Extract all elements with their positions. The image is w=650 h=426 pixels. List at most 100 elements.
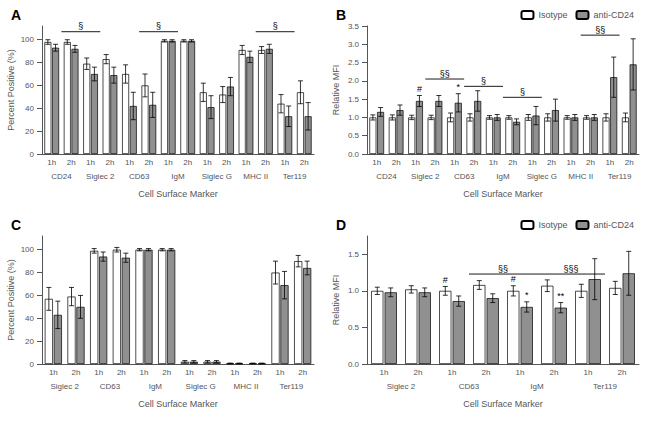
svg-text:2h: 2h <box>482 368 491 377</box>
svg-text:2h: 2h <box>392 158 401 167</box>
svg-text:Percent Positive (%): Percent Positive (%) <box>6 49 16 131</box>
svg-text:CD63: CD63 <box>129 172 150 181</box>
svg-text:Cell Surface Marker: Cell Surface Marker <box>463 189 543 199</box>
svg-text:§§§: §§§ <box>563 264 578 274</box>
svg-text:Cell Surface Marker: Cell Surface Marker <box>463 399 543 409</box>
svg-text:1h: 1h <box>516 368 525 377</box>
svg-text:Siglec 2: Siglec 2 <box>86 172 115 181</box>
svg-text:§: § <box>481 76 486 86</box>
svg-text:1h: 1h <box>605 158 614 167</box>
svg-text:MHC II: MHC II <box>234 382 259 391</box>
svg-text:2h: 2h <box>298 368 307 377</box>
svg-text:0.0: 0.0 <box>348 150 360 159</box>
svg-text:1h: 1h <box>489 158 498 167</box>
svg-text:1.5: 1.5 <box>348 250 360 259</box>
svg-text:3.0: 3.0 <box>348 40 360 49</box>
svg-text:40: 40 <box>25 314 34 323</box>
svg-text:3.5: 3.5 <box>348 22 360 31</box>
svg-text:0.0: 0.0 <box>348 360 360 369</box>
svg-text:Ter119: Ter119 <box>283 172 307 181</box>
svg-text:1h: 1h <box>125 158 134 167</box>
svg-text:1h: 1h <box>280 158 289 167</box>
svg-text:1h: 1h <box>94 368 103 377</box>
svg-text:1h: 1h <box>450 158 459 167</box>
svg-text:IgM: IgM <box>496 172 510 181</box>
svg-text:80: 80 <box>25 268 34 277</box>
svg-text:60: 60 <box>25 81 34 90</box>
svg-text:100: 100 <box>21 35 35 44</box>
svg-text:anti-CD24: anti-CD24 <box>593 220 634 230</box>
svg-text:#: # <box>443 275 448 285</box>
svg-text:D: D <box>336 217 346 233</box>
svg-text:2h: 2h <box>550 368 559 377</box>
svg-text:1h: 1h <box>276 368 285 377</box>
svg-text:*: * <box>457 82 461 92</box>
svg-text:Siglec 2: Siglec 2 <box>50 382 79 391</box>
svg-text:1h: 1h <box>47 158 56 167</box>
svg-text:Siglec G: Siglec G <box>186 382 216 391</box>
svg-text:1.5: 1.5 <box>348 95 360 104</box>
svg-text:1h: 1h <box>411 158 420 167</box>
svg-text:2h: 2h <box>208 368 217 377</box>
svg-text:2h: 2h <box>67 158 76 167</box>
svg-text:B: B <box>336 7 346 23</box>
svg-text:80: 80 <box>25 58 34 67</box>
svg-text:Siglec 2: Siglec 2 <box>411 172 440 181</box>
svg-text:1h: 1h <box>528 158 537 167</box>
svg-text:Cell Surface Marker: Cell Surface Marker <box>138 399 218 409</box>
svg-text:2h: 2h <box>117 368 126 377</box>
svg-text:1.0: 1.0 <box>348 113 360 122</box>
svg-text:§§: §§ <box>440 69 450 79</box>
svg-text:2h: 2h <box>300 158 309 167</box>
svg-text:**: ** <box>557 291 565 301</box>
svg-text:1h: 1h <box>242 158 251 167</box>
svg-text:2h: 2h <box>625 158 634 167</box>
svg-text:1h: 1h <box>86 158 95 167</box>
svg-text:Ter119: Ter119 <box>279 382 303 391</box>
svg-text:Cell Surface Marker: Cell Surface Marker <box>138 189 218 199</box>
svg-text:2h: 2h <box>162 368 171 377</box>
svg-text:1.0: 1.0 <box>348 286 360 295</box>
svg-text:2h: 2h <box>431 158 440 167</box>
svg-text:1h: 1h <box>448 368 457 377</box>
svg-text:1h: 1h <box>49 368 58 377</box>
svg-text:Ter119: Ter119 <box>608 172 632 181</box>
svg-text:2h: 2h <box>547 158 556 167</box>
svg-text:0.5: 0.5 <box>348 323 360 332</box>
svg-text:§§: §§ <box>595 25 605 35</box>
svg-text:1h: 1h <box>567 158 576 167</box>
svg-text:C: C <box>11 217 21 233</box>
svg-text:Relative MFI: Relative MFI <box>331 65 341 116</box>
svg-text:§§: §§ <box>498 264 508 274</box>
svg-text:40: 40 <box>25 104 34 113</box>
svg-text:Siglec 2: Siglec 2 <box>387 382 416 391</box>
svg-text:*: * <box>525 290 529 300</box>
svg-text:IgM: IgM <box>171 172 185 181</box>
svg-text:§: § <box>273 21 278 31</box>
svg-text:20: 20 <box>25 337 34 346</box>
svg-text:1h: 1h <box>380 368 389 377</box>
svg-text:CD63: CD63 <box>459 382 480 391</box>
svg-text:1h: 1h <box>203 158 212 167</box>
svg-text:2h: 2h <box>222 158 231 167</box>
svg-text:0: 0 <box>30 150 35 159</box>
svg-text:§: § <box>520 87 525 97</box>
svg-text:2h: 2h <box>414 368 423 377</box>
svg-text:MHC II: MHC II <box>568 172 593 181</box>
svg-text:Relative MFI: Relative MFI <box>331 275 341 326</box>
svg-text:#: # <box>417 84 422 94</box>
svg-text:Ter119: Ter119 <box>593 382 617 391</box>
svg-text:A: A <box>11 7 21 23</box>
svg-text:2h: 2h <box>618 368 627 377</box>
svg-text:Percent Positive (%): Percent Positive (%) <box>6 259 16 341</box>
svg-text:2h: 2h <box>508 158 517 167</box>
svg-text:IgM: IgM <box>149 382 163 391</box>
svg-text:2.0: 2.0 <box>348 76 360 85</box>
svg-text:0.5: 0.5 <box>348 131 360 140</box>
svg-text:1h: 1h <box>164 158 173 167</box>
svg-text:Isotype: Isotype <box>538 10 567 20</box>
svg-text:2h: 2h <box>586 158 595 167</box>
svg-text:CD24: CD24 <box>51 172 72 181</box>
svg-text:1h: 1h <box>140 368 149 377</box>
svg-text:2h: 2h <box>253 368 262 377</box>
